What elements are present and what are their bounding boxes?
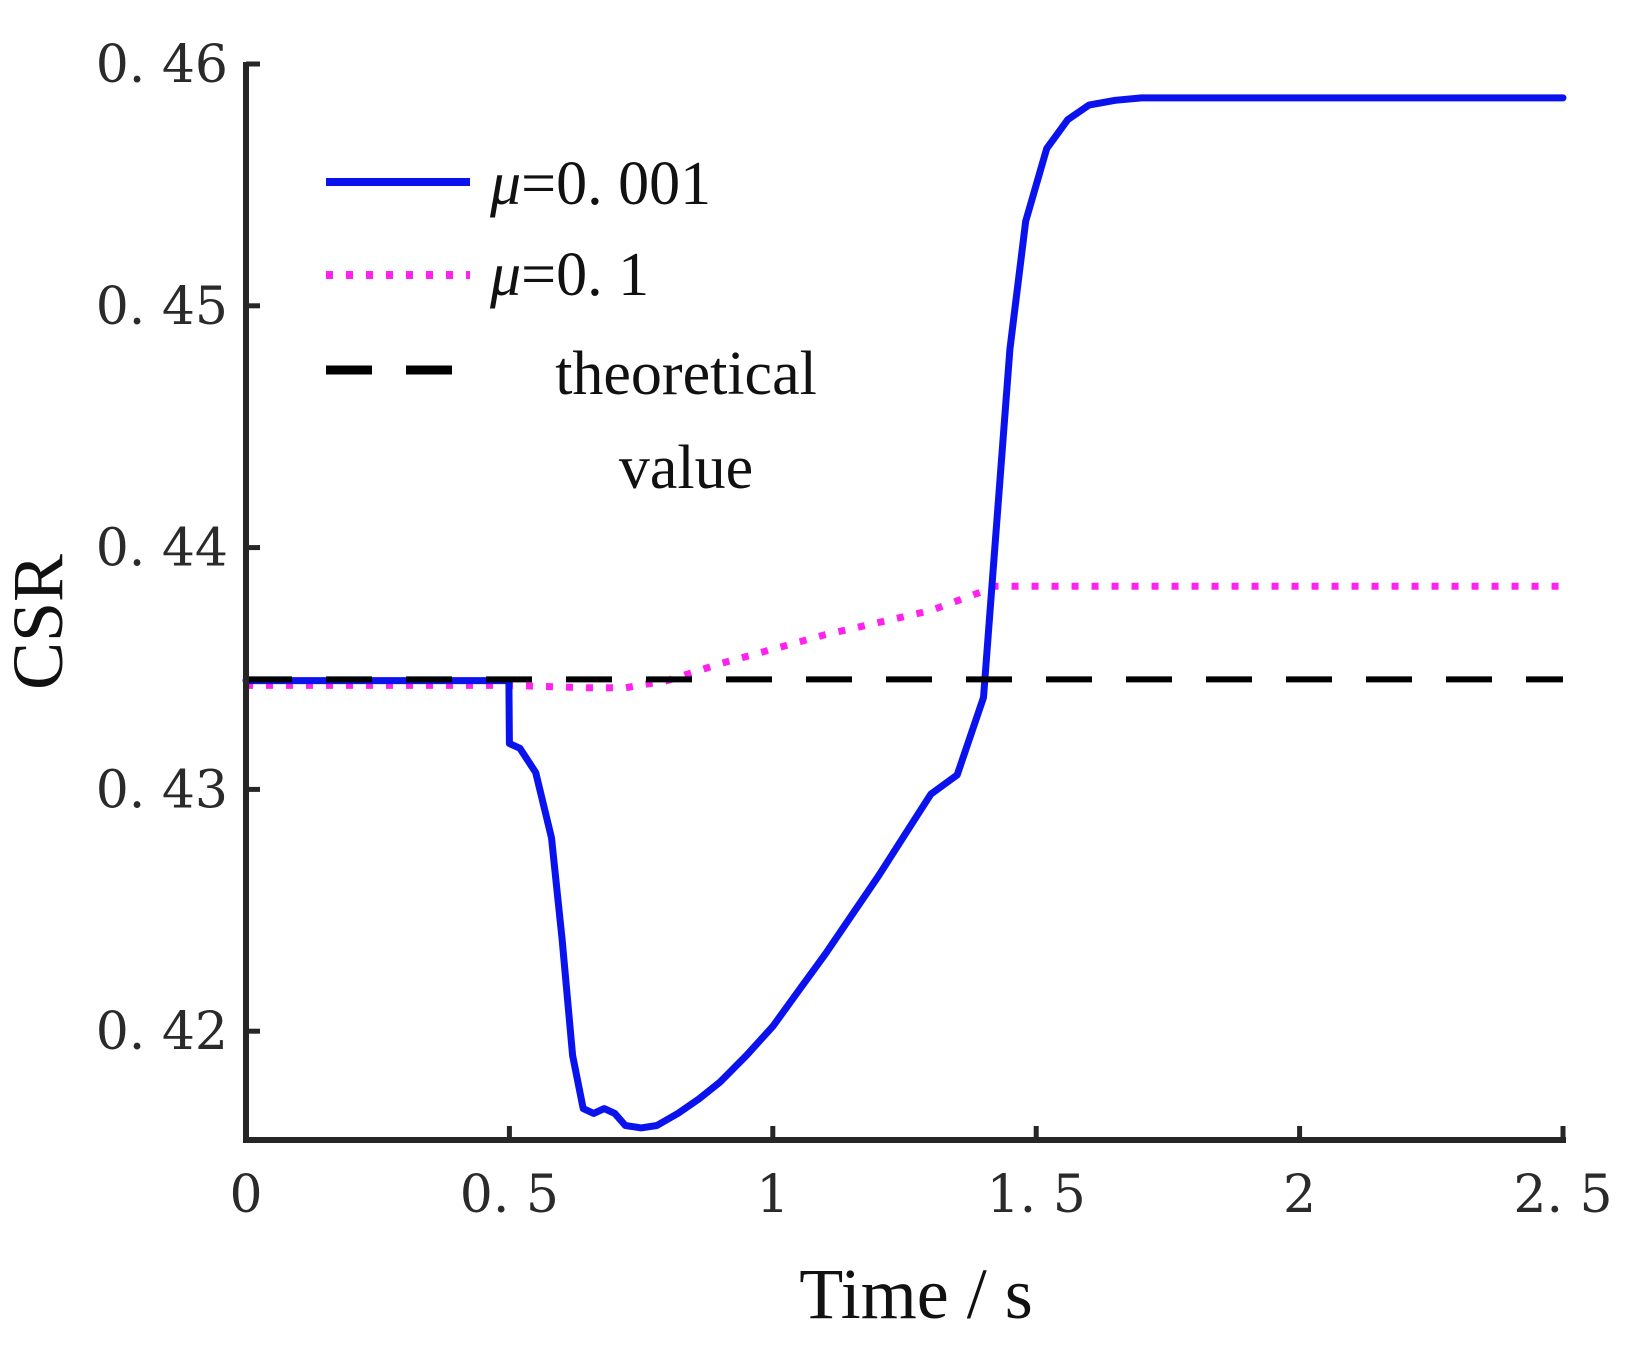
y-tick-label: 0. 45 bbox=[96, 277, 228, 337]
x-tick-label: 0. 5 bbox=[460, 1165, 559, 1225]
x-ticks: 0 0. 5 1 1. 5 2 2. 5 bbox=[229, 1126, 1613, 1225]
legend-label-theoretical-line2: value bbox=[619, 434, 753, 502]
legend-label-mu-0001: μ=0. 001 bbox=[489, 150, 711, 218]
series-layer bbox=[242, 94, 1567, 1132]
legend-label-mu-01: μ=0. 1 bbox=[489, 241, 649, 309]
series-line-0 bbox=[242, 94, 1567, 1132]
x-tick-label: 0 bbox=[229, 1165, 262, 1225]
legend: μ=0. 001 μ=0. 1 theoretical value bbox=[326, 150, 817, 502]
x-tick-label: 1 bbox=[756, 1165, 789, 1225]
x-tick-label: 1. 5 bbox=[987, 1165, 1086, 1225]
y-axis-label: CSR bbox=[0, 554, 78, 690]
axes bbox=[243, 62, 1566, 1143]
legend-mu-symbol: μ bbox=[489, 150, 521, 218]
y-tick-label: 0. 43 bbox=[96, 760, 228, 820]
y-tick-label: 0. 46 bbox=[96, 35, 228, 95]
legend-mu-symbol: μ bbox=[489, 241, 521, 309]
x-tick-label: 2. 5 bbox=[1513, 1165, 1612, 1225]
x-tick-label: 2 bbox=[1283, 1165, 1316, 1225]
legend-mu-value: =0. 001 bbox=[521, 150, 711, 218]
legend-label-theoretical-line1: theoretical bbox=[555, 340, 817, 408]
y-tick-label: 0. 42 bbox=[96, 1002, 228, 1062]
legend-mu-value: =0. 1 bbox=[521, 241, 649, 309]
series-line-1 bbox=[246, 582, 1563, 692]
y-tick-label: 0. 44 bbox=[96, 519, 228, 579]
y-ticks: 0. 42 0. 43 0. 44 0. 45 0. 46 bbox=[96, 35, 260, 1062]
x-axis-label: Time / s bbox=[799, 1254, 1032, 1334]
